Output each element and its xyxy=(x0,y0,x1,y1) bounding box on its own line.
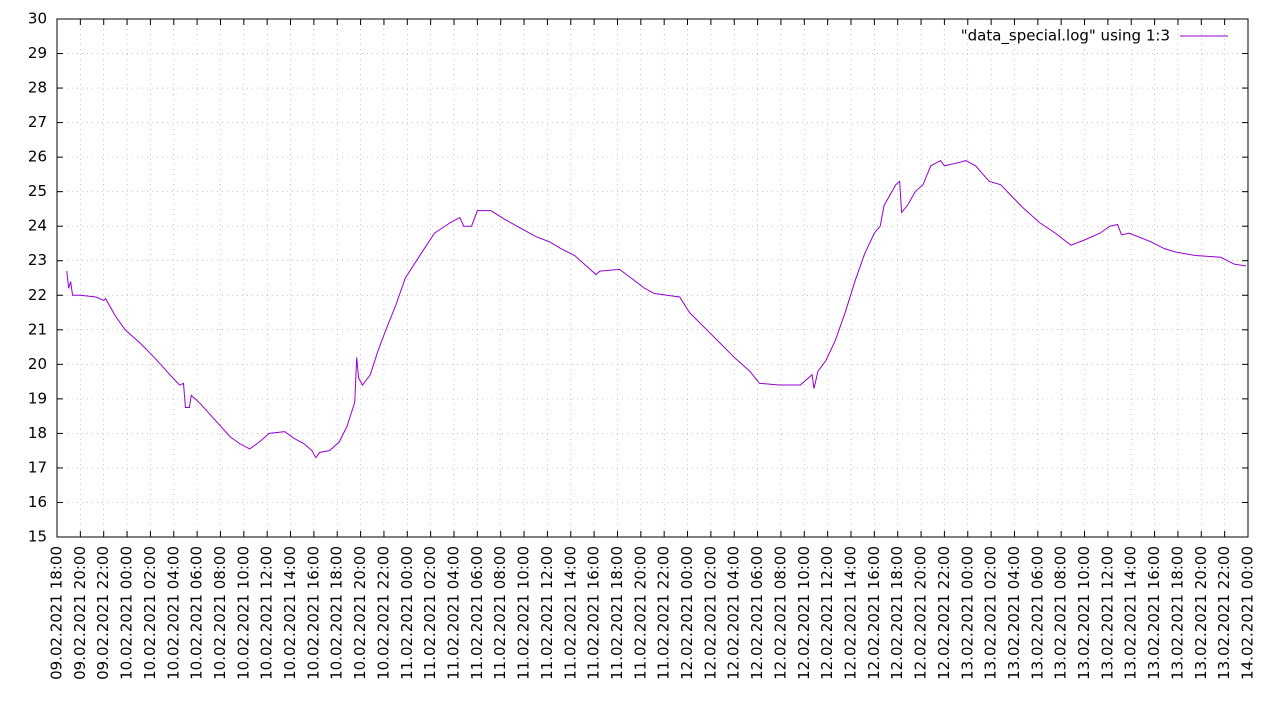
x-tick-label: 12.02.2021 00:00 xyxy=(678,546,696,680)
x-tick-label: 12.02.2021 14:00 xyxy=(842,546,860,680)
x-tick-label: 10.02.2021 16:00 xyxy=(304,546,322,680)
x-tick-label: 12.02.2021 18:00 xyxy=(888,546,906,680)
y-tick-label: 25 xyxy=(28,182,47,200)
y-tick-label: 15 xyxy=(28,528,47,546)
x-tick-label: 10.02.2021 12:00 xyxy=(258,546,276,680)
x-tick-label: 10.02.2021 14:00 xyxy=(281,546,299,680)
x-tick-label: 10.02.2021 22:00 xyxy=(374,546,392,680)
x-tick-label: 11.02.2021 14:00 xyxy=(561,546,579,680)
y-tick-label: 19 xyxy=(28,389,47,407)
x-tick-label: 10.02.2021 06:00 xyxy=(188,546,206,680)
x-tick-label: 12.02.2021 02:00 xyxy=(701,546,719,680)
x-tick-label: 10.02.2021 02:00 xyxy=(141,546,159,680)
x-tick-label: 13.02.2021 10:00 xyxy=(1075,546,1093,680)
y-tick-label: 22 xyxy=(28,286,47,304)
y-tick-label: 26 xyxy=(28,148,47,166)
y-tick-label: 20 xyxy=(28,355,47,373)
y-tick-label: 23 xyxy=(28,251,47,269)
x-tick-label: 10.02.2021 18:00 xyxy=(328,546,346,680)
legend-label: "data_special.log" using 1:3 xyxy=(961,27,1170,46)
x-tick-label: 11.02.2021 12:00 xyxy=(538,546,556,680)
x-tick-label: 12.02.2021 22:00 xyxy=(935,546,953,680)
x-tick-label: 09.02.2021 18:00 xyxy=(48,546,66,680)
x-tick-label: 11.02.2021 00:00 xyxy=(398,546,416,680)
x-tick-label: 14.02.2021 00:00 xyxy=(1239,546,1257,680)
x-tick-label: 11.02.2021 06:00 xyxy=(468,546,486,680)
x-tick-label: 13.02.2021 04:00 xyxy=(1005,546,1023,680)
x-tick-label: 12.02.2021 04:00 xyxy=(725,546,743,680)
x-tick-label: 13.02.2021 12:00 xyxy=(1098,546,1116,680)
x-tick-label: 12.02.2021 16:00 xyxy=(865,546,883,680)
x-tick-label: 10.02.2021 08:00 xyxy=(211,546,229,680)
x-tick-label: 13.02.2021 14:00 xyxy=(1122,546,1140,680)
y-tick-label: 29 xyxy=(28,44,47,62)
x-tick-label: 09.02.2021 20:00 xyxy=(71,546,89,680)
data-line xyxy=(66,159,1247,459)
x-tick-label: 12.02.2021 12:00 xyxy=(818,546,836,680)
x-tick-label: 13.02.2021 08:00 xyxy=(1052,546,1070,680)
x-tick-label: 11.02.2021 10:00 xyxy=(515,546,533,680)
x-tick-label: 13.02.2021 18:00 xyxy=(1168,546,1186,680)
x-tick-label: 11.02.2021 22:00 xyxy=(655,546,673,680)
x-tick-label: 11.02.2021 04:00 xyxy=(445,546,463,680)
x-tick-label: 13.02.2021 00:00 xyxy=(958,546,976,680)
y-tick-label: 30 xyxy=(28,10,47,28)
x-tick-label: 13.02.2021 22:00 xyxy=(1215,546,1233,680)
plot-frame xyxy=(56,18,1249,538)
x-tick-label: 12.02.2021 10:00 xyxy=(795,546,813,680)
x-tick-label: 13.02.2021 02:00 xyxy=(982,546,1000,680)
x-tick-label: 11.02.2021 02:00 xyxy=(421,546,439,680)
y-tick-label: 28 xyxy=(28,79,47,97)
x-tick-label: 12.02.2021 06:00 xyxy=(748,546,766,680)
x-tick-label: 10.02.2021 10:00 xyxy=(234,546,252,680)
x-tick-label: 13.02.2021 16:00 xyxy=(1145,546,1163,680)
x-tick-label: 13.02.2021 20:00 xyxy=(1192,546,1210,680)
x-tick-label: 10.02.2021 00:00 xyxy=(118,546,136,680)
x-tick-label: 12.02.2021 08:00 xyxy=(771,546,789,680)
x-tick-label: 09.02.2021 22:00 xyxy=(94,546,112,680)
y-tick-label: 27 xyxy=(28,113,47,131)
y-tick-label: 17 xyxy=(28,458,47,476)
x-tick-label: 13.02.2021 06:00 xyxy=(1028,546,1046,680)
y-tick-label: 21 xyxy=(28,320,47,338)
x-tick-label: 10.02.2021 04:00 xyxy=(164,546,182,680)
x-tick-label: 11.02.2021 20:00 xyxy=(631,546,649,680)
x-tick-label: 11.02.2021 16:00 xyxy=(585,546,603,680)
x-tick-label: 12.02.2021 20:00 xyxy=(912,546,930,680)
x-tick-label: 10.02.2021 20:00 xyxy=(351,546,369,680)
y-tick-label: 16 xyxy=(28,493,47,511)
y-tick-label: 18 xyxy=(28,424,47,442)
x-tick-label: 11.02.2021 08:00 xyxy=(491,546,509,680)
x-tick-label: 11.02.2021 18:00 xyxy=(608,546,626,680)
y-tick-label: 24 xyxy=(28,217,47,235)
